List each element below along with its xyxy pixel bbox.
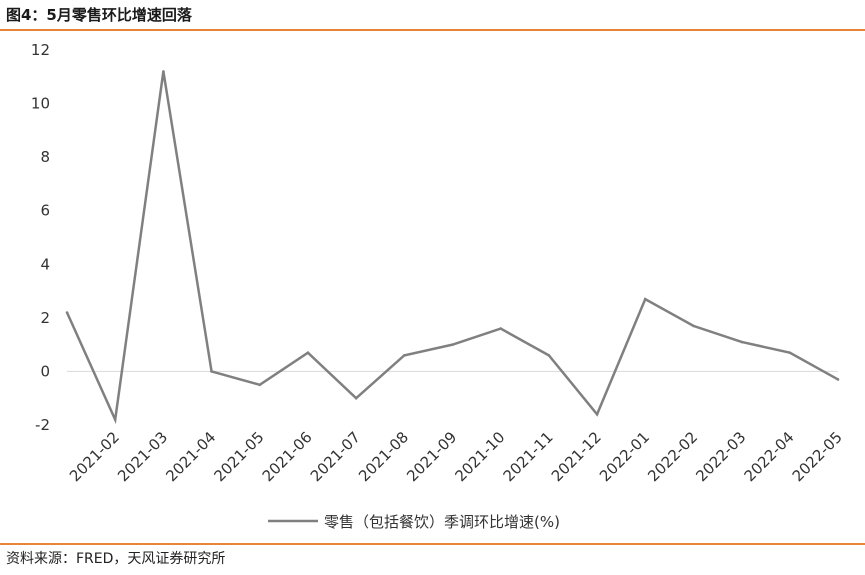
x-tick-label: 2021-02 <box>66 428 123 485</box>
x-tick-label: 2022-03 <box>692 428 749 485</box>
legend: 零售（包括餐饮）季调环比增速(%) <box>268 513 560 531</box>
bottom-divider <box>0 543 865 545</box>
y-tick-label: 0 <box>40 362 50 380</box>
top-divider <box>0 29 865 31</box>
x-axis-ticks: 2021-022021-032021-042021-052021-062021-… <box>66 428 846 485</box>
data-point <box>595 412 599 416</box>
x-tick-label: 2021-08 <box>355 428 412 485</box>
data-point <box>788 351 792 354</box>
series-line <box>65 71 839 425</box>
data-point <box>162 70 165 73</box>
y-tick-label: 6 <box>40 202 50 220</box>
y-tick-label: 12 <box>31 41 50 59</box>
data-point <box>836 378 840 381</box>
x-tick-label: 2021-07 <box>307 428 364 485</box>
x-tick-label: 2022-05 <box>789 428 846 485</box>
x-tick-label: 2021-03 <box>114 428 171 485</box>
y-axis-ticks: -2 0 2 4 6 8 10 12 <box>31 41 50 434</box>
line-chart: -2 0 2 4 6 8 10 12 2021-022021-032021-042021-05… <box>31 41 846 531</box>
y-tick-label: 4 <box>40 255 50 273</box>
data-point <box>306 351 310 354</box>
data-point <box>451 343 454 346</box>
y-tick-label: 8 <box>40 148 50 166</box>
figure-title: 图4：5月零售环比增速回落 <box>6 6 192 24</box>
x-tick-label: 2021-12 <box>548 428 605 485</box>
data-point <box>354 396 358 400</box>
x-tick-label: 2022-01 <box>596 428 653 485</box>
y-tick-label: 10 <box>31 95 50 113</box>
source-note: 资料来源：FRED，天风证券研究所 <box>6 551 226 567</box>
legend-label: 零售（包括餐饮）季调环比增速(%) <box>324 513 560 531</box>
x-tick-label: 2021-04 <box>162 428 219 485</box>
data-point <box>740 340 743 344</box>
data-point <box>692 324 695 328</box>
x-tick-label: 2022-04 <box>741 428 798 485</box>
data-point <box>547 354 551 357</box>
data-point <box>258 383 262 387</box>
data-point <box>210 370 213 373</box>
y-tick-label: -2 <box>35 416 50 434</box>
data-point <box>499 327 502 330</box>
x-tick-label: 2021-11 <box>500 428 557 485</box>
y-tick-label: 2 <box>40 309 50 327</box>
x-tick-label: 2021-10 <box>451 428 508 485</box>
x-tick-label: 2021-09 <box>403 428 460 485</box>
x-tick-label: 2021-06 <box>259 428 316 485</box>
data-point <box>65 311 69 314</box>
data-point <box>403 354 406 357</box>
data-point <box>113 418 117 421</box>
data-points <box>65 70 840 421</box>
x-tick-label: 2021-05 <box>211 428 268 485</box>
x-tick-label: 2022-02 <box>644 428 701 485</box>
data-point <box>643 297 647 301</box>
